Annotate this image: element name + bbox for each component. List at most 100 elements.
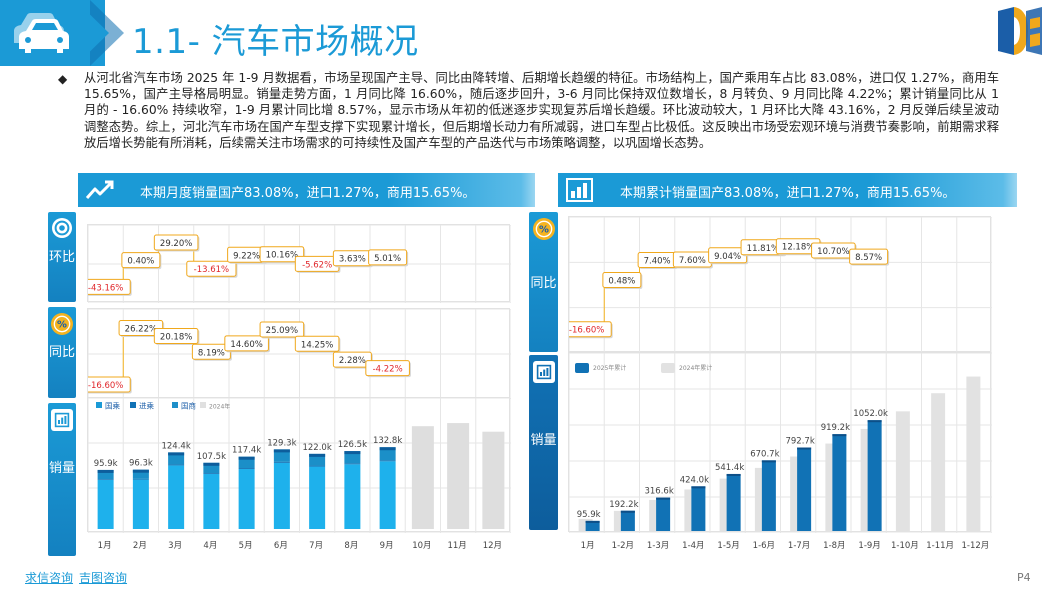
x-tick-label: 1-2月: [612, 541, 634, 551]
data-label-box: [153, 234, 199, 251]
bullet-icon: ◆: [58, 72, 68, 86]
bar-segment: [309, 453, 326, 466]
footer-link-1[interactable]: 求信咨询: [25, 571, 74, 585]
data-label: 0.48%: [608, 276, 635, 286]
bar-2025-cum: [656, 497, 671, 531]
x-tick-label: 11月: [447, 541, 466, 551]
cum-yoy-line-chart: -16.60% 0.48% 7.40% 7.60% 9.04% 11.81% 12.18% 1…: [561, 216, 993, 354]
x-tick-label: 9月: [380, 541, 394, 551]
legend-swatch: [200, 402, 206, 408]
data-label: 12.18%: [782, 243, 814, 253]
data-label: 8.19%: [198, 348, 225, 358]
bar-segment: [273, 449, 290, 462]
x-tick-label: 7月: [309, 541, 323, 551]
bar-2025-cum: [620, 510, 635, 531]
side-label-text: 销量: [530, 433, 557, 448]
side-label-mom: 环比: [48, 212, 76, 302]
svg-text:%: %: [57, 320, 67, 331]
bar-2024-cum: [966, 376, 981, 531]
data-label: -4.22%: [373, 365, 403, 375]
right-banner: 本期累计销量国产83.08%，进口1.27%，商用15.65%。: [558, 173, 1017, 207]
bar-segment: [132, 478, 149, 480]
page-title: 1.1- 汽车市场概况: [132, 22, 419, 62]
bar-segment: [344, 463, 361, 465]
bar-segment: [132, 479, 149, 529]
data-label: 792.7k: [785, 437, 814, 447]
data-label: 9.22%: [233, 251, 260, 261]
x-tick-label: 5月: [239, 541, 253, 551]
data-label: 316.6k: [644, 487, 673, 497]
bar-2025-cum: [691, 486, 706, 531]
sales-chart-panel: 国乘 进乘 国商 2024年 95.9k 96.3k 124.4k 107.5k 117.4k 1…: [87, 397, 512, 534]
x-tick-label: 1-8月: [823, 541, 845, 551]
sales-bar-chart: 国乘 进乘 国商 2024年 95.9k 96.3k 124.4k 107.5k 117.4k 1…: [87, 397, 512, 534]
data-label: 1052.0k: [853, 409, 888, 419]
data-label-box: [224, 335, 269, 352]
bar-cap: [585, 520, 600, 523]
bar-2025-cum: [832, 434, 847, 531]
x-tick-label: 1-9月: [858, 541, 880, 551]
data-label-box: [602, 271, 642, 288]
bar-segment: [97, 479, 114, 480]
data-label-box: [153, 327, 199, 344]
x-tick-label: 3月: [168, 541, 182, 551]
data-label-box: [365, 360, 410, 377]
data-label: 919.2k: [821, 423, 850, 433]
bar-2024: [411, 426, 434, 529]
x-tick-label: 1-4月: [682, 541, 704, 551]
data-label: 10.70%: [817, 247, 849, 257]
bar-cap: [132, 469, 149, 473]
x-tick-label: 1-6月: [753, 541, 775, 551]
data-label: 14.60%: [230, 340, 262, 350]
data-label: 29.20%: [160, 239, 192, 249]
right-banner-text: 本期累计销量国产83.08%，进口1.27%，商用15.65%。: [620, 186, 956, 201]
x-tick-label: 1-3月: [647, 541, 669, 551]
bar-cap: [867, 420, 882, 423]
x-tick-label: 4月: [203, 541, 217, 551]
legend-swatch: [172, 402, 178, 408]
legend-swatch: [661, 363, 675, 373]
bar-segment: [168, 464, 185, 466]
data-label: 7.40%: [644, 257, 671, 267]
x-tick-label: 10月: [412, 541, 431, 551]
cum-yoy-chart-panel: -16.60% 0.48% 7.40% 7.60% 9.04% 11.81% 12.18% 1…: [561, 216, 993, 354]
bar-segment: [203, 473, 220, 475]
bar-2024: [447, 423, 470, 529]
legend-label: 2025年累计: [593, 364, 626, 372]
yoy-chart-panel: -16.60% 26.22% 20.18% 8.19% 14.60% 25.09% 14.2…: [80, 308, 512, 400]
data-label-box: [259, 246, 305, 263]
data-label: -13.61%: [194, 265, 229, 275]
bar-cap: [344, 451, 361, 455]
bar-segment: [379, 461, 396, 529]
data-label-box: [186, 260, 237, 277]
x-tick-label: 1-7月: [788, 541, 810, 551]
data-label: 124.4k: [161, 441, 190, 451]
legend-label: 2024年: [209, 403, 230, 411]
data-label: 5.01%: [374, 254, 401, 264]
data-label: -43.16%: [88, 283, 123, 293]
bar-chart-icon: [566, 178, 593, 202]
data-label: 7.60%: [679, 256, 706, 266]
mom-line-chart: -43.16% 0.40% 29.20% -13.61% 9.22% 10.16% -5.6…: [80, 224, 512, 304]
side-label-text: 环比: [48, 250, 75, 265]
data-label-box: [368, 249, 408, 266]
footer-link-2[interactable]: 吉图咨询: [79, 571, 128, 585]
bar-cap: [832, 434, 847, 437]
data-label: 26.22%: [125, 324, 157, 334]
data-label: -16.60%: [569, 326, 604, 336]
bar-segment: [168, 465, 185, 529]
data-label: -5.62%: [302, 260, 332, 270]
legend-swatch: [130, 402, 136, 408]
side-label-text: 同比: [530, 276, 557, 291]
intro-paragraph: 从河北省汽车市场 2025 年 1-9 月数据看，市场呈现国产主导、同比由降转增…: [84, 71, 999, 150]
data-label: 95.9k: [94, 459, 118, 469]
side-label-cum-sales: 销量: [529, 355, 558, 530]
data-label: 25.09%: [266, 326, 298, 336]
data-label: 95.9k: [577, 510, 601, 520]
x-tick-label: 1月: [581, 541, 595, 551]
data-label: 3.63%: [339, 255, 366, 265]
x-tick-label: 6月: [274, 541, 288, 551]
bar-segment: [238, 468, 255, 469]
bar-cap: [726, 473, 741, 476]
bar-cap: [761, 460, 776, 463]
